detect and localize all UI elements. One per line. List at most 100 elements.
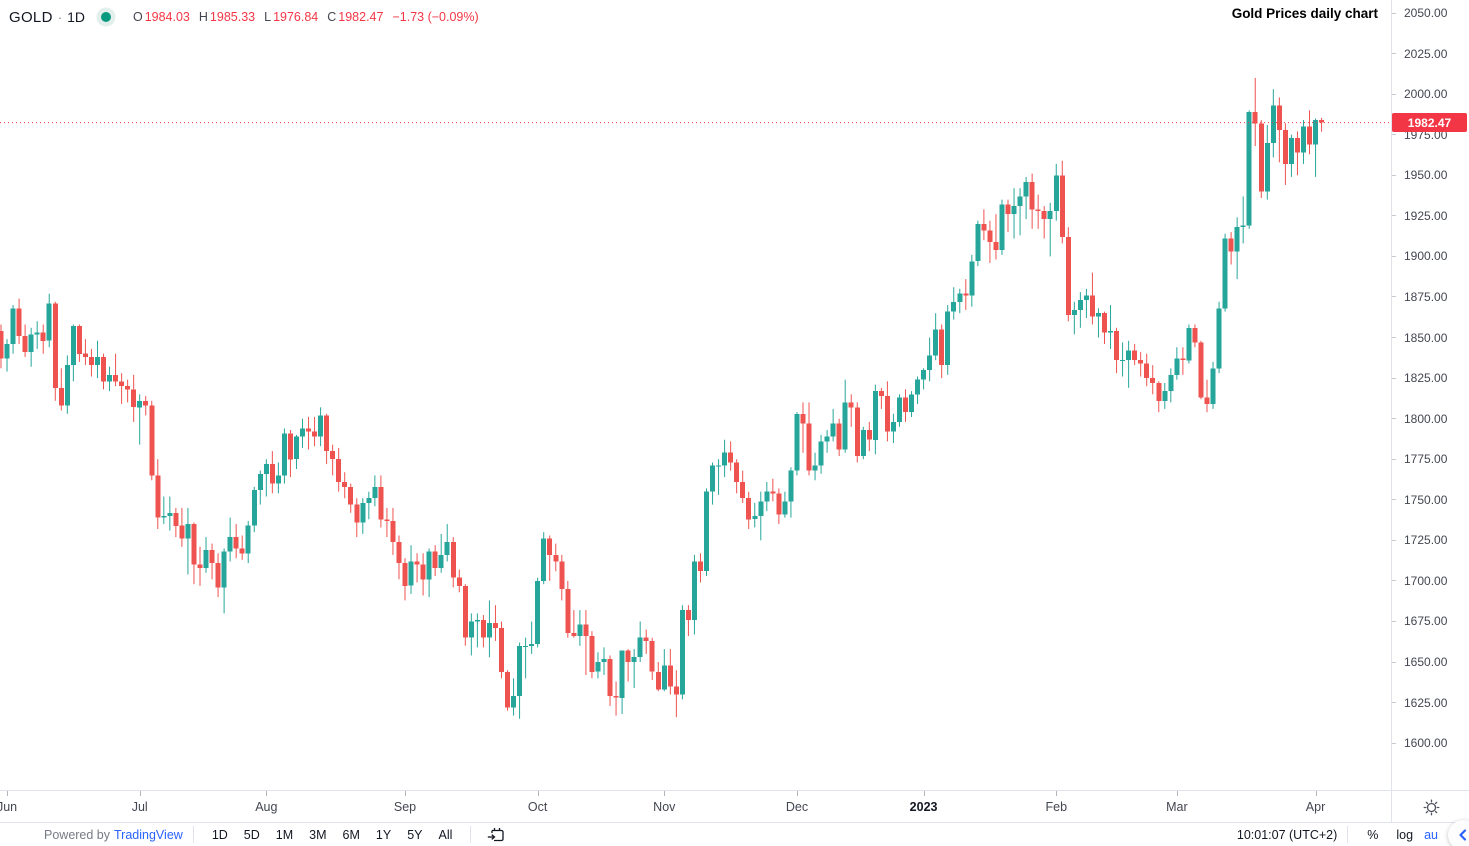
price-tick <box>1392 661 1396 663</box>
price-tick <box>1392 539 1396 541</box>
candle-down <box>903 397 908 413</box>
candle-up <box>661 665 667 690</box>
candle-down <box>1180 358 1186 361</box>
tradingview-link[interactable]: TradingView <box>114 827 183 842</box>
toolbar-divider <box>1347 826 1349 843</box>
candle-down <box>1156 383 1162 401</box>
interval-label[interactable]: 1D <box>67 9 85 25</box>
candle-down <box>667 665 673 687</box>
range-button-1m[interactable]: 1M <box>268 826 301 844</box>
high-label: H <box>198 10 208 24</box>
candle-up <box>601 658 607 662</box>
candle-down <box>312 431 318 437</box>
candle-down <box>770 491 776 494</box>
time-axis-label-sep: Sep <box>393 800 417 814</box>
price-tick <box>1392 620 1396 622</box>
candle-up <box>28 334 34 353</box>
price-tick-label: 1875.00 <box>1404 289 1448 304</box>
candle-up <box>185 524 191 539</box>
candle-down <box>655 671 661 690</box>
go-to-date-button[interactable] <box>481 825 511 845</box>
change-value: −1.73 (−0.09%) <box>392 10 479 24</box>
candle-down <box>493 623 498 628</box>
candle-down <box>191 524 197 565</box>
candle-up <box>716 465 722 467</box>
candle-down <box>1198 342 1204 398</box>
candle-up <box>830 423 836 437</box>
candle-down <box>625 650 631 663</box>
candle-down <box>854 407 860 456</box>
candle-up <box>860 430 866 456</box>
candle-up <box>46 303 52 341</box>
candle-up <box>360 503 366 523</box>
log-scale-button[interactable]: log <box>1396 827 1414 842</box>
symbol-name[interactable]: GOLD <box>9 8 53 26</box>
candle-up <box>64 365 70 406</box>
chevron-left-icon <box>1459 828 1467 841</box>
range-button-all[interactable]: All <box>431 826 461 844</box>
candle-up <box>535 580 541 645</box>
candle-up <box>1077 300 1083 310</box>
range-button-1d[interactable]: 1D <box>204 826 236 844</box>
candle-up <box>1240 225 1246 228</box>
percent-scale-button[interactable]: % <box>1367 827 1379 842</box>
clock-label[interactable]: 10:01:07 (UTC+2) <box>1236 827 1338 842</box>
price-tick <box>1392 12 1396 14</box>
candle-up <box>468 621 474 638</box>
candle-down <box>1114 331 1119 361</box>
range-button-5d[interactable]: 5D <box>236 826 268 844</box>
time-axis[interactable]: Jun Jul Aug Sep Oct Nov Dec 2023 Feb Mar Apr <box>0 790 1391 823</box>
candle-down <box>1005 204 1011 215</box>
candle-up <box>631 657 637 663</box>
candle-up <box>1301 126 1306 153</box>
price-chart-canvas[interactable]: GOLD · 1D O 1984.03 H 1985.33 L 1976.84 … <box>0 0 1391 790</box>
candle-down <box>613 696 619 698</box>
range-button-6m[interactable]: 6M <box>335 826 368 844</box>
candle-up <box>577 624 583 637</box>
candle-down <box>384 519 390 521</box>
price-tick <box>1392 215 1396 217</box>
candle-up <box>281 433 287 476</box>
candle-down <box>981 223 987 231</box>
collapse-panel-button[interactable] <box>1448 819 1469 846</box>
candle-down <box>330 451 336 460</box>
price-tick-label: 1775.00 <box>1404 452 1448 467</box>
candle-down <box>348 486 354 505</box>
candle-down <box>306 428 311 432</box>
time-tick <box>1176 791 1178 796</box>
time-axis-label-oct: Oct <box>527 800 548 814</box>
price-axis[interactable]: 2050.00 2025.00 2000.00 1975.00 1950.00 1925.… <box>1391 0 1469 790</box>
market-status-icon[interactable] <box>100 12 111 22</box>
price-tick <box>1392 255 1396 257</box>
candle-down <box>776 493 782 515</box>
candle-down <box>559 561 565 589</box>
candle-down <box>0 331 4 359</box>
range-button-1y[interactable]: 1Y <box>368 826 399 844</box>
candle-up <box>251 490 257 526</box>
last-price-badge: 1982.47 <box>1392 113 1467 132</box>
candle-up <box>203 550 209 568</box>
candle-up <box>957 293 963 302</box>
auto-scale-button[interactable]: au <box>1424 827 1438 842</box>
candle-down <box>215 563 221 588</box>
candle-down <box>806 423 812 471</box>
candle-up <box>637 637 643 658</box>
chart-title: Gold Prices daily chart <box>1231 6 1378 21</box>
candle-up <box>245 525 251 554</box>
range-button-5y[interactable]: 5Y <box>399 826 430 844</box>
candle-up <box>872 391 878 440</box>
settings-gear-icon[interactable] <box>1423 799 1440 816</box>
candle-up <box>679 610 685 695</box>
candle-down <box>378 486 384 520</box>
candle-up <box>909 394 914 413</box>
price-tick-label: 1850.00 <box>1404 330 1448 345</box>
time-tick <box>796 791 798 796</box>
toolbar-divider <box>192 826 194 843</box>
range-button-3m[interactable]: 3M <box>301 826 334 844</box>
candle-down <box>480 619 486 638</box>
candle-down <box>607 658 613 697</box>
candle-up <box>1120 360 1126 362</box>
candle-down <box>179 525 185 539</box>
time-axis-label-feb: Feb <box>1045 800 1068 814</box>
